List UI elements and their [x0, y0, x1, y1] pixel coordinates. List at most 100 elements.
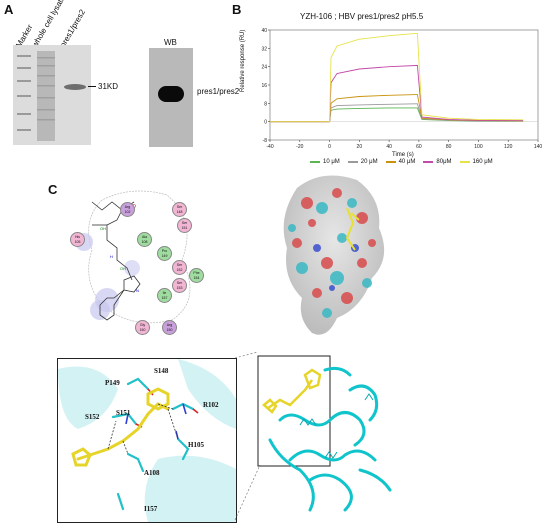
- x-tick-label: 140: [534, 144, 543, 150]
- legend-swatch: [347, 161, 358, 163]
- residue-name: Ala: [141, 234, 148, 239]
- residue-number: 157: [161, 295, 168, 300]
- residue-number: 151: [181, 225, 188, 230]
- residue-label-p149: P149: [105, 379, 120, 387]
- residue-number: 152: [176, 267, 183, 272]
- x-tick-label: 0: [328, 144, 331, 150]
- svg-text:N: N: [136, 288, 139, 293]
- residue-circle: Phe 154: [189, 268, 204, 283]
- x-tick-label: 80: [446, 144, 452, 150]
- residue-circle: Ser 153: [172, 278, 187, 293]
- gel-lanes: [13, 45, 91, 145]
- legend-label: 160 μM: [472, 159, 493, 165]
- residue-circle: Ser 152: [172, 260, 187, 275]
- y-tick-label: 40: [261, 28, 267, 34]
- x-tick-label: 100: [474, 144, 483, 150]
- band-size-label: 31KD: [98, 82, 119, 91]
- residue-number: 153: [176, 285, 183, 290]
- spr-chart: -8 0 8 16 24 32 40 -40 -20 0 20 40 60 80 100 120 140: [261, 28, 543, 150]
- residue-number: 105: [74, 239, 81, 244]
- legend-swatch: [385, 161, 396, 163]
- legend-swatch: [459, 161, 470, 163]
- residue-number: 148: [176, 209, 183, 214]
- y-axis-label: Relative response (RU): [240, 29, 246, 92]
- legend-item: 20 μM: [347, 159, 378, 165]
- ligand-2d-structure: O OH OH H N: [75, 190, 191, 324]
- residue-number: 150: [166, 327, 173, 332]
- wb-title: WB: [164, 38, 177, 47]
- residue-number: 108: [141, 239, 148, 244]
- legend-label: 40 μM: [398, 159, 416, 165]
- legend-item: 80μM: [423, 159, 452, 165]
- panel-b-letter: B: [232, 2, 242, 17]
- residue-name: Ser: [176, 204, 183, 209]
- svg-text:OH: OH: [120, 266, 126, 271]
- legend-item: 10 μM: [310, 159, 340, 165]
- sds-gel: [13, 45, 91, 145]
- cartoon-svg: [257, 355, 392, 512]
- series-line: [270, 65, 524, 123]
- wb-band: [158, 86, 184, 102]
- chart-legend: 10 μM 20 μM 40 μM 80μM 160 μM: [310, 159, 493, 165]
- residue-label-s152: S152: [85, 413, 100, 421]
- protein-cartoon-render: [250, 350, 410, 520]
- residue-name: Gly: [139, 322, 146, 327]
- panel-a-letter: A: [4, 2, 14, 17]
- residue-name: Arg: [124, 204, 131, 209]
- y-tick-label: 32: [261, 46, 267, 52]
- x-tick-label: 120: [504, 144, 513, 150]
- residue-name: Ser: [176, 280, 183, 285]
- residue-label-a108: A108: [144, 469, 160, 477]
- surface-svg: [283, 175, 385, 335]
- x-tick-label: -20: [296, 144, 303, 150]
- binding-site-svg: [58, 359, 236, 522]
- residue-name: Ser: [176, 262, 183, 267]
- x-tick-label: -40: [266, 144, 273, 150]
- legend-label: 80μM: [436, 159, 452, 165]
- protein-surface-render: [267, 168, 397, 343]
- residue-circle: Ser 151: [177, 218, 192, 233]
- panel-c-letter: C: [48, 182, 58, 197]
- residue-number: 102: [124, 209, 131, 214]
- residue-number: 154: [193, 275, 200, 280]
- residue-label-s151: S151: [116, 409, 131, 417]
- x-tick-label: 20: [357, 144, 363, 150]
- legend-label: 20 μM: [360, 159, 378, 165]
- residue-name: Pro: [161, 248, 168, 253]
- interaction-diagram-2d: O OH OH H N Arg102Ser148Ser151His105Ala1…: [62, 180, 227, 335]
- residue-circle: Gly 150: [135, 320, 150, 335]
- legend-swatch: [423, 161, 434, 163]
- residue-circle: Ala 108: [137, 232, 152, 247]
- residue-circle: His 105: [70, 232, 85, 247]
- residue-circle: Arg 150: [162, 320, 177, 335]
- residue-label-h105: H105: [188, 441, 204, 449]
- band-arrow: [88, 86, 96, 87]
- x-axis-label: Time (s): [392, 152, 414, 158]
- residue-circle: Pro 149: [157, 246, 172, 261]
- residue-name: Ser: [181, 220, 188, 225]
- residue-name: His: [74, 234, 81, 239]
- x-tick-label: 60: [416, 144, 422, 150]
- binding-site-zoom: S148 P149 R102 S152 S151 H105 A108 I157: [57, 358, 237, 523]
- residue-name: Phe: [193, 270, 200, 275]
- y-tick-label: 0: [264, 120, 267, 126]
- y-tick-label: 24: [261, 65, 267, 71]
- residue-circle: Ser 148: [172, 202, 187, 217]
- wb-protein-label: pres1/pres2: [197, 87, 240, 96]
- residue-label-s148: S148: [154, 367, 169, 375]
- residue-name: Ile: [162, 290, 167, 295]
- legend-item: 40 μM: [385, 159, 416, 165]
- lane-label-pres: pres1/pres2: [58, 7, 88, 49]
- legend-label: 10 μM: [323, 159, 340, 165]
- y-tick-label: 8: [264, 101, 267, 107]
- svg-text:H: H: [110, 254, 113, 259]
- residue-number: 149: [161, 253, 168, 258]
- chart-title: YZH-106 ; HBV pres1/pres2 pH5.5: [300, 12, 424, 21]
- residue-circle: Arg 102: [120, 202, 135, 217]
- series-line: [270, 32, 524, 123]
- y-tick-label: -8: [263, 138, 268, 144]
- residue-name: Arg: [166, 322, 173, 327]
- legend-item: 160 μM: [459, 159, 493, 165]
- residue-circle: Ile 157: [157, 288, 172, 303]
- residue-number: 150: [139, 327, 146, 332]
